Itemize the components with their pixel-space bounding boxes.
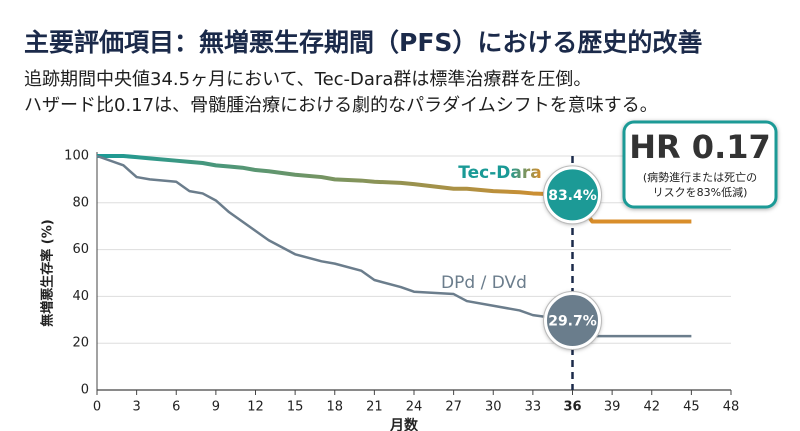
subtitle: 追跡期間中央値34.5ヶ月において、Tec-Dara群は標準治療群を圧倒。	[24, 69, 591, 90]
x-tick-label: 27	[445, 400, 462, 415]
x-tick-label: 3	[132, 400, 140, 415]
callout-text: (病勢進行または死亡の	[643, 170, 757, 184]
x-tick-label: 6	[172, 400, 180, 415]
series-label: DPd / DVd	[441, 273, 527, 293]
value-badge	[544, 292, 601, 350]
value-badge	[544, 166, 601, 224]
callout-text: リスクを83%低減)	[653, 185, 748, 199]
y-tick-label: 40	[72, 289, 89, 304]
y-tick-label: 60	[72, 242, 89, 257]
series-line	[97, 154, 692, 224]
x-tick-label: 45	[683, 400, 700, 415]
x-tick-label: 0	[93, 400, 101, 415]
x-tick-label: 42	[643, 400, 660, 415]
x-tick-label: 15	[287, 400, 304, 415]
y-tick-label: 20	[72, 336, 89, 351]
x-tick-label: 9	[212, 400, 220, 415]
x-tick-label: 21	[366, 400, 383, 415]
x-tick-label: 12	[247, 400, 264, 415]
value-label: 83.4%	[548, 188, 597, 204]
value-label: 29.7%	[548, 314, 597, 330]
y-tick-label: 0	[81, 383, 89, 398]
x-axis-label: 月数	[389, 417, 419, 431]
subtitle: ハザード比0.17は、骨髄腫治療における劇的なパラダイムシフトを意味する。	[24, 95, 658, 116]
x-tick-label: 30	[485, 400, 502, 415]
badge-ring	[543, 165, 602, 225]
x-tick-label: 33	[525, 400, 542, 415]
callout-frame	[622, 120, 778, 209]
x-tick-label: 39	[604, 400, 621, 415]
callout-title: HR 0.17	[629, 128, 771, 166]
x-tick-label: 24	[406, 400, 423, 415]
y-tick-label: 80	[72, 195, 89, 210]
y-axis-label: 無増悪生存率 (%)	[40, 219, 56, 326]
chart-title: 主要評価項目：無増悪生存期間（PFS）における歴史的改善	[24, 28, 702, 57]
badge-ring	[543, 291, 602, 351]
series-line	[96, 154, 692, 338]
x-tick-label: 18	[326, 400, 343, 415]
series-label: Tec-Dara	[458, 163, 541, 183]
x-tick-label: 48	[723, 400, 740, 415]
x-tick-label: 36	[563, 400, 581, 415]
y-tick-label: 100	[64, 149, 89, 164]
